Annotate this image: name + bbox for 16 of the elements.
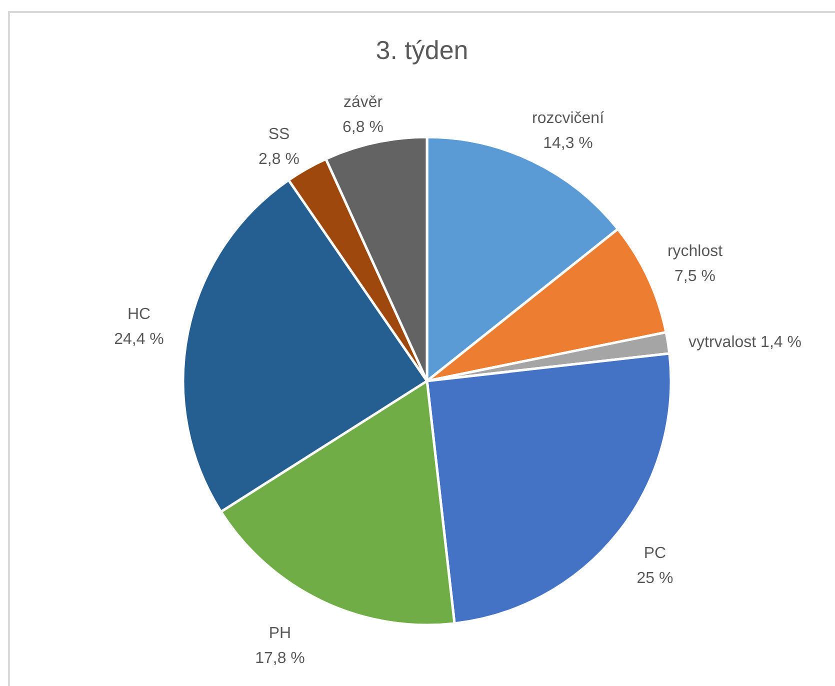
data-label: 25 % <box>636 570 674 587</box>
slice-label: závěr <box>343 94 384 111</box>
chart-title: 3. týden <box>376 35 468 65</box>
data-label: 17,8 % <box>255 650 305 667</box>
data-label: 24,4 % <box>114 331 164 348</box>
data-label: 6,8 % <box>342 119 384 136</box>
data-label: 7,5 % <box>674 268 716 285</box>
slice-label: PH <box>268 625 292 642</box>
slice-label: rychlost <box>667 243 724 260</box>
slice-label: rozcvičení <box>532 110 605 127</box>
data-label: 2,8 % <box>258 151 300 168</box>
slice-label: SS <box>268 126 290 143</box>
slice-label: vytrvalost 1,4 % <box>688 334 802 351</box>
slice-label: HC <box>127 306 151 323</box>
slice-label: PC <box>644 545 666 562</box>
data-label: 14,3 % <box>543 135 593 152</box>
